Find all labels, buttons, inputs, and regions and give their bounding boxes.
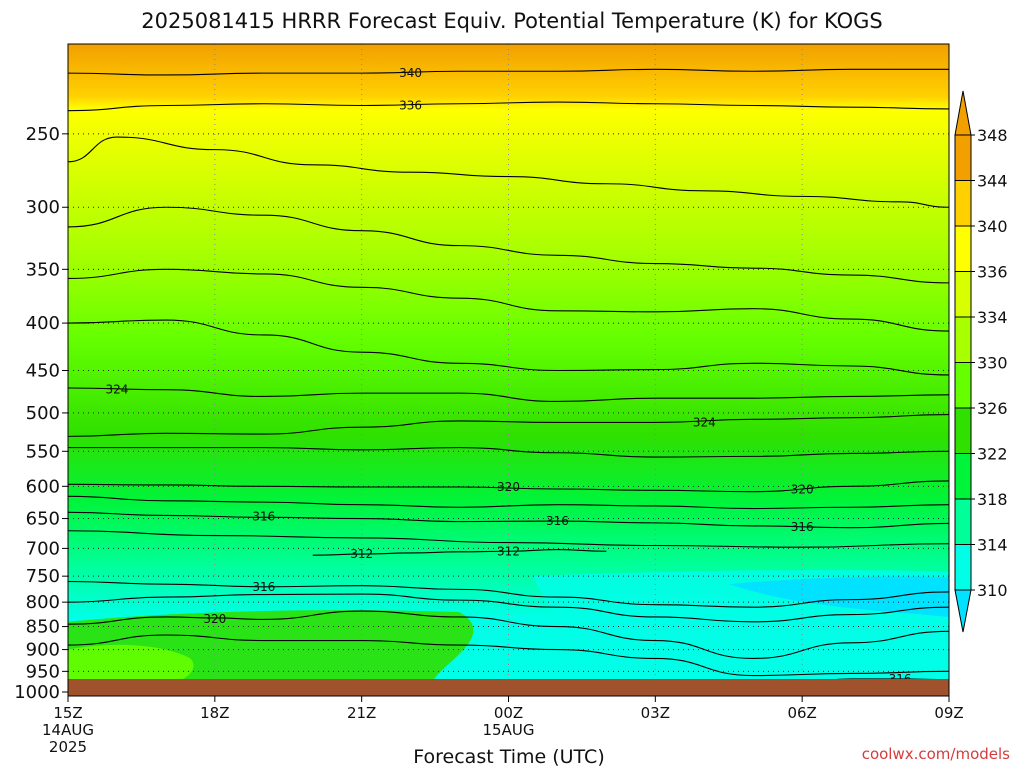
contour-label: 316 — [252, 580, 275, 594]
contour-label: 336 — [399, 98, 422, 112]
coldest-region — [728, 576, 949, 617]
colorbar-tick-label: 340 — [977, 217, 1008, 236]
colorbar-swatch — [954, 271, 972, 318]
y-tick-label: 350 — [26, 259, 60, 280]
contour-label: 316 — [791, 520, 814, 534]
contour-label: 320 — [497, 480, 520, 494]
y-tick-label: 700 — [26, 538, 60, 559]
x-tick-label: 15AUG — [483, 721, 535, 739]
colorbar-swatch — [954, 453, 972, 500]
colorbar-swatch — [954, 544, 972, 591]
y-tick-label: 400 — [26, 313, 60, 334]
contour-label: 324 — [105, 383, 128, 397]
y-tick-label: 600 — [26, 476, 60, 497]
chart-title: 2025081415 HRRR Forecast Equiv. Potentia… — [141, 9, 882, 33]
contour-330 — [68, 268, 949, 332]
colorbar-tick-label: 326 — [977, 399, 1008, 418]
colorbar-swatch — [954, 316, 972, 363]
contour-318 — [68, 593, 949, 623]
x-tick-label: 03Z — [641, 704, 670, 722]
colorbar-swatch — [954, 362, 972, 409]
contour-328 — [68, 319, 949, 376]
contour-label: 312 — [497, 544, 520, 558]
y-tick-label: 1000 — [14, 682, 60, 703]
x-tick-label: 14AUG — [42, 721, 94, 739]
contour-label: 340 — [399, 66, 422, 80]
colorbar-tick-label: 318 — [977, 490, 1008, 509]
y-tick-label: 500 — [26, 403, 60, 424]
y-tick-label: 550 — [26, 441, 60, 462]
colorbar-tick-label: 310 — [977, 581, 1008, 600]
contour-label: 316 — [546, 514, 569, 528]
y-tick-label: 250 — [26, 124, 60, 145]
colorbar-tick-label: 330 — [977, 354, 1008, 373]
colorbar: 310 314 318 322 326 330 334 336 340 344 348 — [954, 90, 1008, 633]
contour-314 — [68, 530, 949, 548]
contour-324 — [68, 413, 949, 437]
contour-label: 324 — [693, 415, 716, 429]
contour-316 — [68, 580, 949, 608]
contour-312 — [312, 548, 607, 556]
x-tick-label: 18Z — [200, 704, 229, 722]
contour-316 — [68, 511, 949, 529]
contour-334 — [68, 136, 949, 208]
y-tick-label: 750 — [26, 566, 60, 587]
x-axis-label: Forecast Time (UTC) — [413, 746, 604, 768]
colorbar-tick-label: 314 — [977, 536, 1008, 555]
x-tick-label: 15Z — [53, 704, 82, 722]
x-tick-label: 21Z — [347, 704, 376, 722]
contour-322 — [68, 634, 949, 677]
y-tick-label: 900 — [26, 640, 60, 661]
y-tick-label: 300 — [26, 197, 60, 218]
colorbar-swatch — [954, 225, 972, 272]
contour-label: 320 — [791, 483, 814, 497]
contour-label: 316 — [252, 510, 275, 524]
x-tick-label: 06Z — [787, 704, 816, 722]
colorbar-tick-label: 344 — [977, 172, 1008, 191]
x-tick-label: 00Z — [494, 704, 523, 722]
y-tick-label: 650 — [26, 509, 60, 530]
contour-332 — [68, 206, 949, 284]
contour-320 — [68, 610, 949, 659]
y-tick-label: 850 — [26, 617, 60, 638]
colorbar-tick-label: 348 — [977, 126, 1008, 145]
colorbar-tick-label: 322 — [977, 445, 1008, 464]
grid — [68, 44, 949, 696]
y-tick-label: 450 — [26, 360, 60, 381]
contour-336 — [68, 101, 949, 112]
credit-text: coolwx.com/models — [862, 745, 1010, 763]
y-tick-label: 950 — [26, 661, 60, 682]
contour-label: 312 — [350, 547, 373, 561]
y-axis: 2503003504004505005506006507007508008509… — [14, 124, 68, 703]
contour-340 — [68, 68, 949, 76]
contour-320 — [68, 480, 949, 493]
contour-lines — [68, 68, 949, 683]
field-features — [68, 570, 949, 695]
colorbar-tick-label: 336 — [977, 263, 1008, 282]
colorbar-swatch — [954, 180, 972, 227]
y-tick-label: 800 — [26, 592, 60, 613]
colorbar-top-arrow — [954, 90, 972, 136]
colorbar-bottom-arrow — [954, 589, 972, 633]
contour-322 — [68, 447, 949, 458]
colorbar-tick-label: 334 — [977, 308, 1008, 327]
x-tick-label: 09Z — [934, 704, 963, 722]
contour-label: 320 — [203, 612, 226, 626]
colorbar-swatch — [954, 407, 972, 454]
x-tick-label: 2025 — [49, 738, 87, 756]
colorbar-swatch — [954, 134, 972, 181]
colorbar-swatch — [954, 498, 972, 545]
contour-326 — [68, 387, 949, 403]
contour-318 — [68, 495, 949, 510]
ground-surface — [68, 679, 949, 696]
